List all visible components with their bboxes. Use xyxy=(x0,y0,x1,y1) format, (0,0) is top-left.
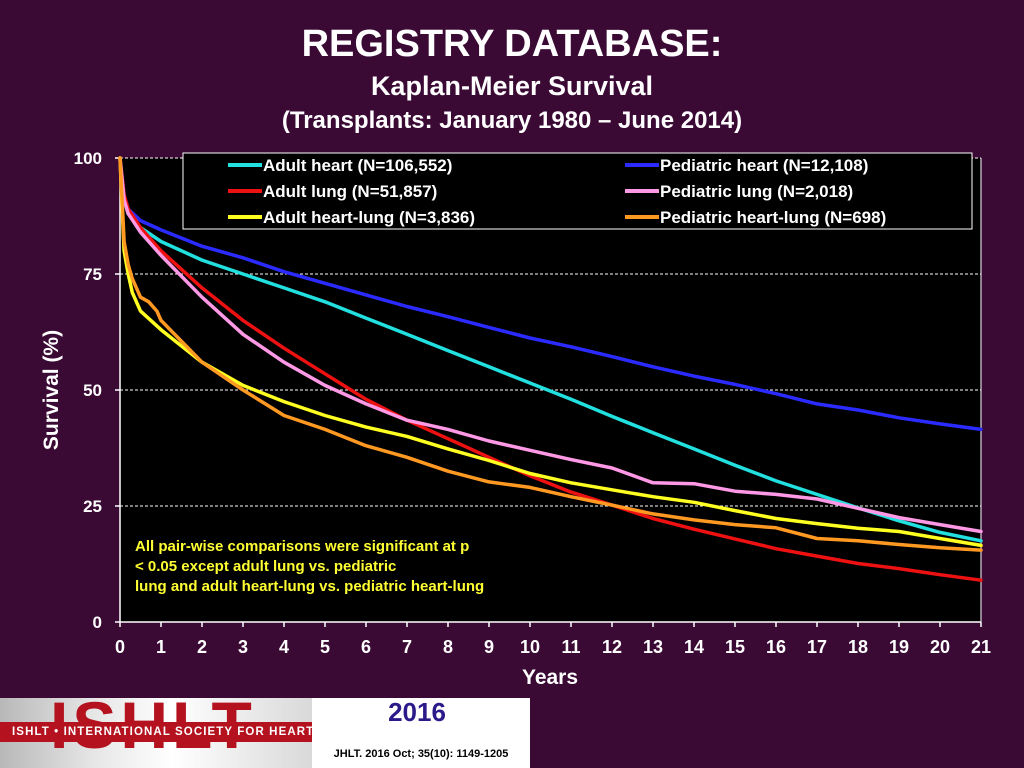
series-line-4 xyxy=(118,156,983,548)
legend-label-1: Pediatric heart (N=12,108) xyxy=(660,156,868,175)
page-subtitle: Kaplan-Meier Survival xyxy=(370,71,654,101)
y-tick-label-100: 100 xyxy=(74,149,102,168)
series-line-2 xyxy=(118,156,983,582)
legend-label-5: Pediatric heart-lung (N=698) xyxy=(660,208,886,227)
page-title: REGISTRY DATABASE: xyxy=(301,23,723,65)
y-tick-label-25: 25 xyxy=(83,497,102,516)
legend-box xyxy=(182,152,973,230)
legend-label-0: Adult heart (N=106,552) xyxy=(263,156,452,175)
x-tick-label-14: 14 xyxy=(684,637,704,657)
x-tick-label-10: 10 xyxy=(520,637,540,657)
x-tick-label-11: 11 xyxy=(561,637,580,657)
x-tick-label-17: 17 xyxy=(807,637,827,657)
legend-label-4: Adult heart-lung (N=3,836) xyxy=(263,208,475,227)
publication-year: 2016 xyxy=(388,697,446,727)
x-tick-label-6: 6 xyxy=(361,637,371,657)
series-line-1 xyxy=(118,156,983,432)
series-line-3 xyxy=(118,156,983,534)
x-tick-label-1: 1 xyxy=(156,637,166,657)
x-tick-label-19: 19 xyxy=(889,637,909,657)
x-axis-title: Years xyxy=(522,666,578,689)
annotation-line-0: All pair-wise comparisons were significa… xyxy=(135,538,469,555)
y-tick-label-75: 75 xyxy=(83,265,102,284)
y-axis-title: Survival (%) xyxy=(40,330,63,450)
x-tick-label-12: 12 xyxy=(602,637,622,657)
y-tick-label-0: 0 xyxy=(93,613,102,632)
annotation-line-2: lung and adult heart-lung vs. pediatric … xyxy=(135,578,484,595)
x-tick-label-4: 4 xyxy=(279,637,289,657)
legend-label-2: Adult lung (N=51,857) xyxy=(263,182,437,201)
x-tick-label-21: 21 xyxy=(971,637,991,657)
page-subtitle-date-range: (Transplants: January 1980 – June 2014) xyxy=(281,107,743,134)
legend-label-3: Pediatric lung (N=2,018) xyxy=(660,182,853,201)
series-line-0 xyxy=(118,156,983,543)
x-tick-label-0: 0 xyxy=(115,637,125,657)
x-tick-label-15: 15 xyxy=(725,637,745,657)
x-tick-label-18: 18 xyxy=(848,637,868,657)
x-tick-label-8: 8 xyxy=(443,637,453,657)
series-line-5 xyxy=(118,156,983,552)
journal-citation: JHLT. 2016 Oct; 35(10): 1149-1205 xyxy=(333,748,509,760)
annotation-line-1: < 0.05 except adult lung vs. pediatric xyxy=(135,558,396,575)
x-tick-label-3: 3 xyxy=(238,637,248,657)
x-tick-label-7: 7 xyxy=(402,637,412,657)
y-tick-label-50: 50 xyxy=(83,381,102,400)
x-tick-label-2: 2 xyxy=(197,637,207,657)
footer-citation-panel xyxy=(312,698,530,768)
x-tick-label-20: 20 xyxy=(930,637,950,657)
x-tick-label-9: 9 xyxy=(484,637,494,657)
x-tick-label-5: 5 xyxy=(320,637,330,657)
x-tick-label-13: 13 xyxy=(643,637,663,657)
x-tick-label-16: 16 xyxy=(766,637,786,657)
